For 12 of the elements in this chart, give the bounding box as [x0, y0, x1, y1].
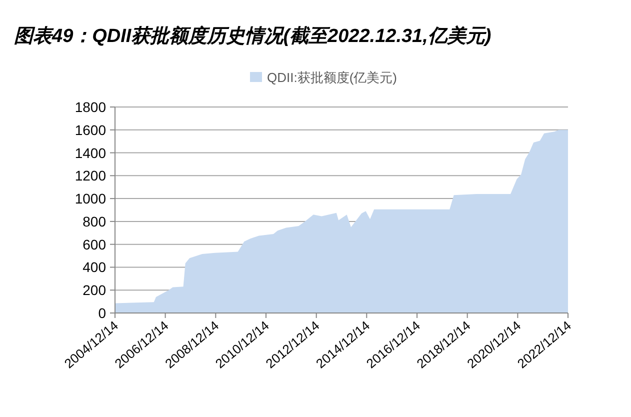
y-tick-label: 400 — [82, 259, 106, 276]
chart-title: 图表49：QDII获批额度历史情况(截至2022.12.31,亿美元) — [14, 25, 492, 47]
y-tick-label: 1000 — [74, 190, 106, 207]
y-tick-label: 1400 — [74, 144, 106, 161]
y-tick-label: 0 — [98, 305, 106, 321]
y-tick-label: 1200 — [74, 168, 106, 184]
y-tick-label: 600 — [82, 236, 106, 252]
legend: QDII:获批额度(亿美元) — [250, 70, 397, 85]
y-tick-label: 1800 — [74, 99, 106, 115]
y-tick-label: 200 — [82, 282, 106, 298]
y-tick-label: 1600 — [74, 122, 106, 138]
y-tick-label: 800 — [82, 213, 106, 230]
